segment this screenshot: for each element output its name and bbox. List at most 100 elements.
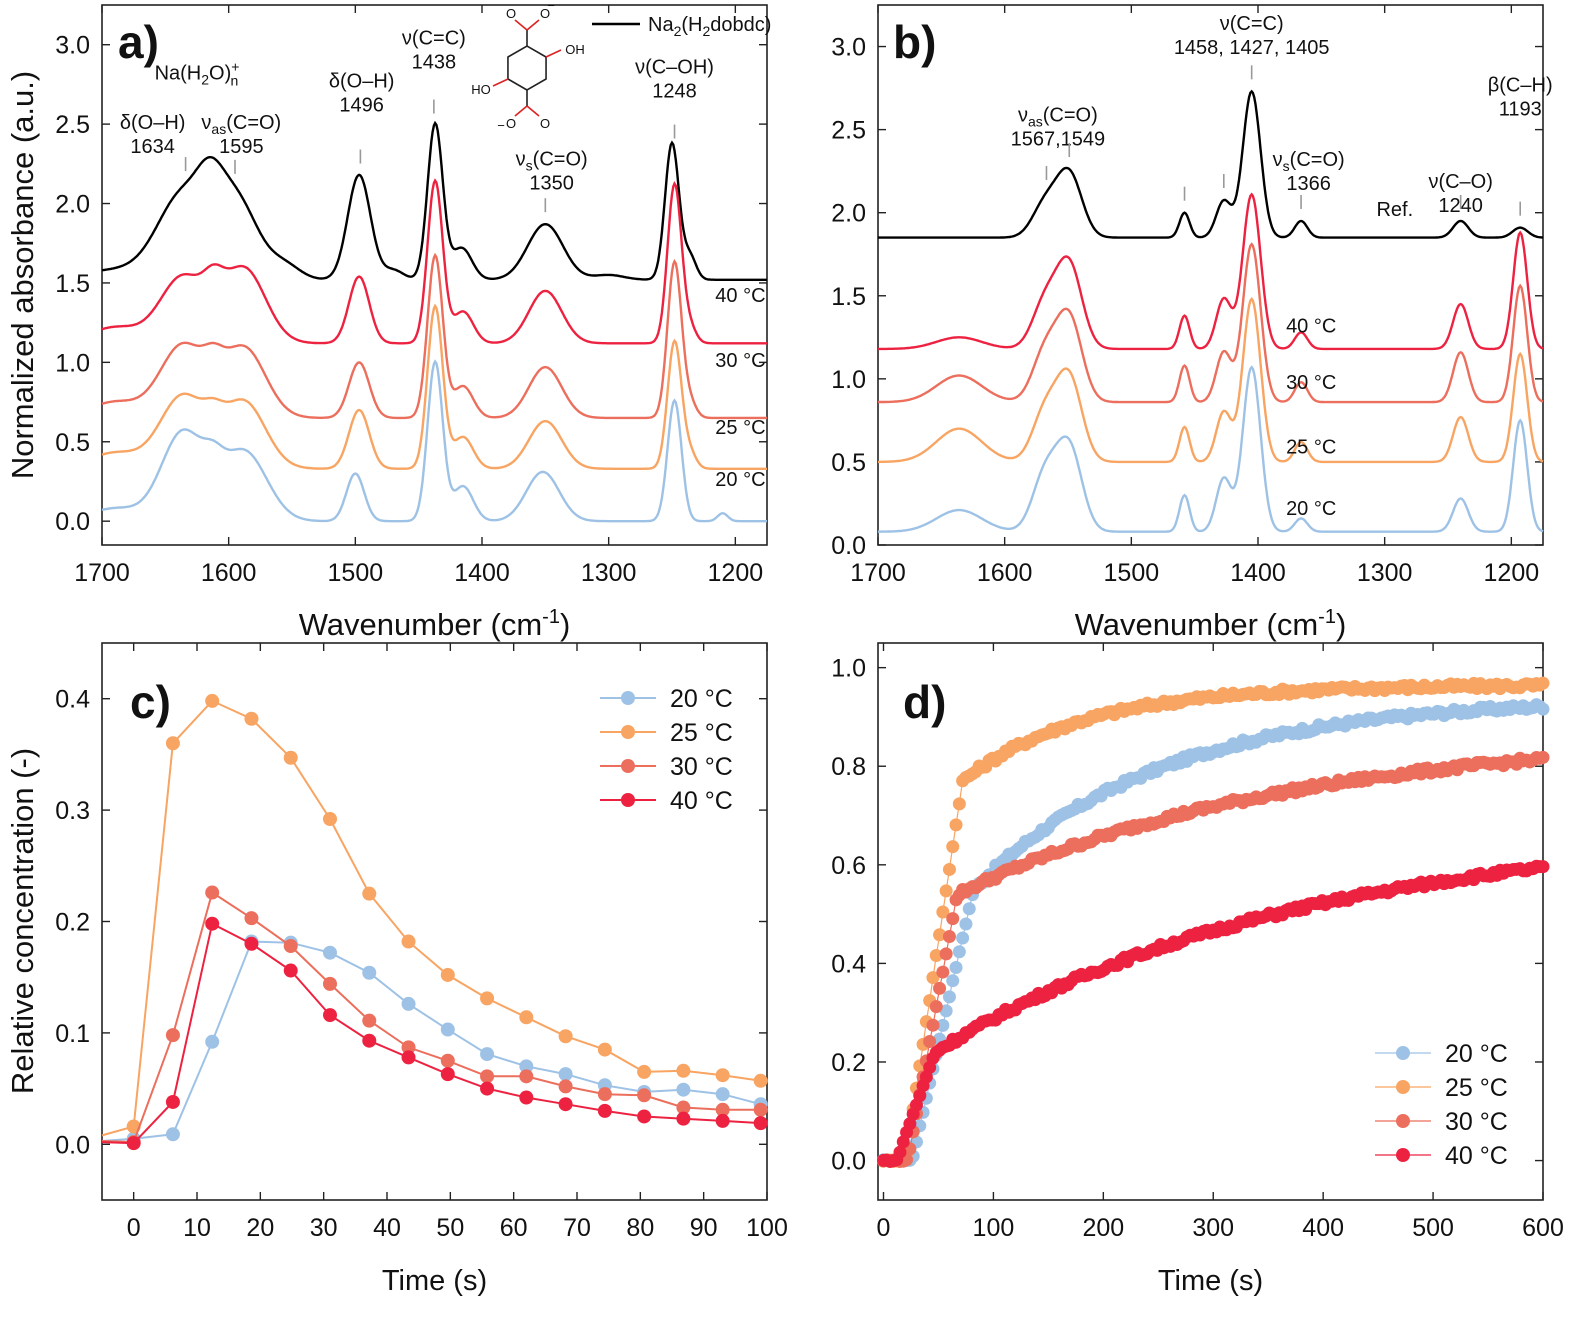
bond	[545, 49, 562, 58]
data-point	[942, 990, 956, 1004]
data-point	[597, 1087, 612, 1102]
anno-part: (C=O)	[1043, 104, 1098, 126]
data-point	[946, 912, 960, 926]
data-point	[480, 1069, 495, 1084]
data-point	[942, 930, 956, 944]
plot-frame	[101, 642, 768, 1201]
data-point	[715, 1113, 730, 1128]
x-tick-label: 1400	[454, 559, 510, 587]
data-point	[676, 1111, 691, 1126]
benzene-ring	[507, 45, 547, 91]
peak-annotation: ν(C=C)	[1220, 13, 1284, 35]
y-tick-label: 0.5	[831, 449, 866, 477]
hydroxyl-label: HO	[471, 82, 491, 97]
data-point	[903, 1117, 917, 1131]
legend-label: 20 °C	[1445, 1040, 1508, 1068]
x-tick-label: 200	[1082, 1214, 1124, 1242]
bond	[492, 78, 509, 87]
data-point	[893, 1145, 907, 1159]
data-point	[165, 1127, 180, 1142]
charge-label: −	[497, 118, 505, 133]
y-tick-label: 0.0	[55, 508, 90, 536]
data-point	[480, 991, 495, 1006]
x-axis-label-close: )	[560, 607, 570, 642]
data-point	[715, 1102, 730, 1117]
y-tick-label: 2.5	[831, 117, 866, 145]
x-tick-label: 1500	[328, 559, 384, 587]
data-point	[933, 981, 947, 995]
x-tick-label: 1400	[1230, 559, 1286, 587]
y-axis-label-a: Normalized absorbance (a.u.)	[5, 71, 40, 479]
legend-marker	[1396, 1148, 1410, 1162]
peak-annotation: 1248	[652, 80, 697, 102]
legend-label: Na2(H2dobdc)	[648, 14, 771, 39]
data-point	[401, 1040, 416, 1055]
y-tick-label: 2.5	[55, 111, 90, 139]
data-point	[956, 931, 970, 945]
data-point	[519, 1069, 534, 1084]
data-point	[939, 1004, 953, 1018]
x-tick-label: 1200	[708, 559, 764, 587]
data-point	[676, 1100, 691, 1115]
y-tick-label: 0.0	[55, 1131, 90, 1159]
anno-part: ν	[1273, 149, 1283, 171]
legend-marker	[621, 759, 635, 773]
panel-a: 1700 1600 1500 1400 1300 1200 0.0 0.5 1.0 1.5 2.0 2…	[55, 4, 768, 642]
peak-annotation: Na(H2O)+ n	[155, 59, 240, 89]
curve-label: 30 °C	[715, 350, 765, 372]
data-point	[952, 797, 966, 811]
anno-sub: s	[1283, 158, 1290, 174]
x-tick-label: 80	[626, 1214, 654, 1242]
spectrum-line	[101, 252, 767, 420]
data-point	[753, 1116, 768, 1131]
legend-label: 20 °C	[670, 685, 733, 713]
x-tick-label: 600	[1522, 1214, 1564, 1242]
data-point	[283, 963, 298, 978]
spectrum-line	[877, 242, 1544, 404]
data-point	[165, 736, 180, 751]
data-point	[323, 945, 337, 960]
panel-letter: a)	[118, 16, 159, 68]
curve-label: Ref.	[1376, 199, 1413, 221]
data-point	[165, 1028, 180, 1043]
peak-annotation: 1496	[339, 95, 384, 117]
anno-part: (C=O)	[226, 112, 281, 134]
data-point	[939, 947, 953, 961]
oxygen-label: O	[540, 6, 550, 21]
data-point	[952, 945, 966, 959]
peak-annotation: 1458, 1427, 1405	[1174, 37, 1330, 59]
peak-annotation: 1634	[130, 136, 175, 158]
legend-part: (H	[681, 14, 702, 36]
x-tick-label: 0	[127, 1214, 141, 1242]
y-tick-label: 1.0	[55, 349, 90, 377]
y-tick-label: 0.0	[831, 532, 866, 560]
data-point	[558, 1029, 573, 1044]
y-tick-label: 0.2	[831, 1049, 866, 1077]
anno-sub: as	[211, 121, 226, 137]
data-point	[637, 1109, 652, 1124]
x-tick-label: 70	[563, 1214, 591, 1242]
legend-marker	[621, 793, 635, 807]
data-point	[926, 1018, 940, 1032]
x-axis-label-close: )	[1336, 607, 1346, 642]
data-point	[1536, 676, 1550, 690]
peak-annotation: 1595	[219, 136, 264, 158]
y-tick-label: 3.0	[55, 32, 90, 60]
y-tick-label: 0.8	[831, 753, 866, 781]
data-point	[1536, 750, 1550, 764]
data-point	[401, 996, 416, 1011]
x-tick-label: 0	[877, 1214, 891, 1242]
curve-label: 40 °C	[715, 285, 765, 307]
y-tick-label: 0.1	[55, 1020, 90, 1048]
peak-annotation: 1438	[412, 52, 457, 74]
data-point	[933, 928, 947, 942]
y-tick-label: 0.0	[831, 1148, 866, 1176]
legend-label: 30 °C	[1445, 1108, 1508, 1136]
data-point	[637, 1088, 652, 1103]
anno-part: ν	[1018, 104, 1028, 126]
x-tick-label: 100	[973, 1214, 1015, 1242]
data-point	[244, 936, 259, 951]
oxygen-label: O	[540, 116, 550, 131]
data-point	[480, 1047, 495, 1062]
spectrum-line	[101, 303, 767, 470]
